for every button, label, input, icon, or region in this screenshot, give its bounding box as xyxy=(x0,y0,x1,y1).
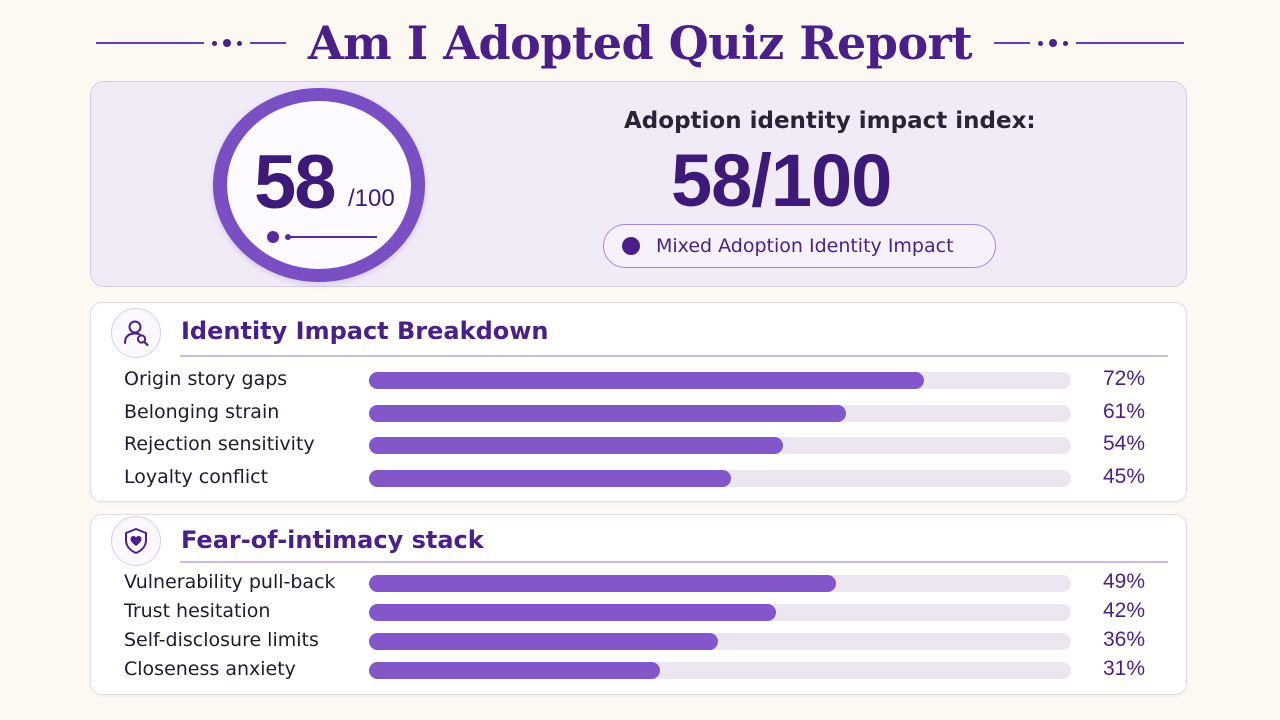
bar-fill xyxy=(369,372,924,389)
bar-fill xyxy=(369,604,777,621)
bar-label: Loyalty conflict xyxy=(124,466,269,488)
bar-label: Self-disclosure limits xyxy=(124,629,319,651)
badge-dot-icon xyxy=(622,237,640,255)
fear-of-intimacy-title: Fear-of-intimacy stack xyxy=(181,526,484,554)
bar-label: Trust hesitation xyxy=(124,600,271,622)
title-ornament-right xyxy=(994,39,1185,47)
bar-label: Rejection sensitivity xyxy=(124,433,315,455)
bar-percent: 72% xyxy=(1103,367,1146,390)
bar-row-self-disclosure-limits: Self-disclosure limits 36% xyxy=(91,627,1188,655)
bar-row-closeness-anxiety: Closeness anxiety 31% xyxy=(91,656,1188,684)
bar-row-vulnerability-pull-back: Vulnerability pull-back 49% xyxy=(91,569,1188,597)
bar-percent: 49% xyxy=(1103,570,1146,593)
ring-indicator-line xyxy=(285,234,377,240)
index-label: Adoption identity impact index: xyxy=(624,108,1036,134)
bar-track xyxy=(369,633,1071,650)
bar-track xyxy=(369,575,1071,592)
bar-fill xyxy=(369,405,847,422)
bar-fill xyxy=(369,633,718,650)
divider xyxy=(180,561,1168,563)
divider xyxy=(180,355,1168,357)
shield-heart-icon xyxy=(111,516,161,566)
ring-indicator-dot xyxy=(267,231,279,243)
person-search-icon xyxy=(111,308,161,358)
score-ring-denominator: /100 xyxy=(348,185,395,212)
bar-track xyxy=(369,470,1071,487)
bar-label: Vulnerability pull-back xyxy=(124,571,336,593)
bar-percent: 45% xyxy=(1103,465,1146,488)
identity-impact-card: Identity Impact Breakdown Origin story g… xyxy=(90,302,1187,502)
score-card: 58 /100 Adoption identity impact index: … xyxy=(90,81,1187,287)
title-row: Am I Adopted Quiz Report xyxy=(0,8,1280,78)
bar-fill xyxy=(369,662,661,679)
bar-row-trust-hesitation: Trust hesitation 42% xyxy=(91,598,1188,626)
bar-percent: 31% xyxy=(1103,657,1146,680)
bar-fill xyxy=(369,437,784,454)
bar-percent: 36% xyxy=(1103,628,1146,651)
score-ring: 58 /100 xyxy=(213,88,425,282)
impact-badge-label: Mixed Adoption Identity Impact xyxy=(656,235,954,257)
bar-track xyxy=(369,372,1071,389)
bar-label: Origin story gaps xyxy=(124,368,288,390)
bar-percent: 54% xyxy=(1103,432,1146,455)
bar-track xyxy=(369,662,1071,679)
bar-track xyxy=(369,405,1071,422)
bar-track xyxy=(369,437,1071,454)
bar-label: Closeness anxiety xyxy=(124,658,296,680)
title-ornament-left xyxy=(95,39,286,47)
bar-fill xyxy=(369,470,731,487)
bar-percent: 61% xyxy=(1103,400,1146,423)
bar-row-rejection-sensitivity: Rejection sensitivity 54% xyxy=(91,431,1188,459)
score-ring-value: 58 xyxy=(254,140,337,225)
fear-of-intimacy-card: Fear-of-intimacy stack Vulnerability pul… xyxy=(90,514,1187,695)
index-value: 58/100 xyxy=(671,139,892,222)
page-title: Am I Adopted Quiz Report xyxy=(307,16,973,70)
bar-row-origin-story-gaps: Origin story gaps 72% xyxy=(91,366,1188,394)
identity-impact-title: Identity Impact Breakdown xyxy=(181,317,549,345)
bar-fill xyxy=(369,575,836,592)
bar-row-loyalty-conflict: Loyalty conflict 45% xyxy=(91,464,1188,492)
bar-track xyxy=(369,604,1071,621)
bar-label: Belonging strain xyxy=(124,401,280,423)
bar-percent: 42% xyxy=(1103,599,1146,622)
impact-badge: Mixed Adoption Identity Impact xyxy=(603,224,996,268)
bar-row-belonging-strain: Belonging strain 61% xyxy=(91,399,1188,427)
